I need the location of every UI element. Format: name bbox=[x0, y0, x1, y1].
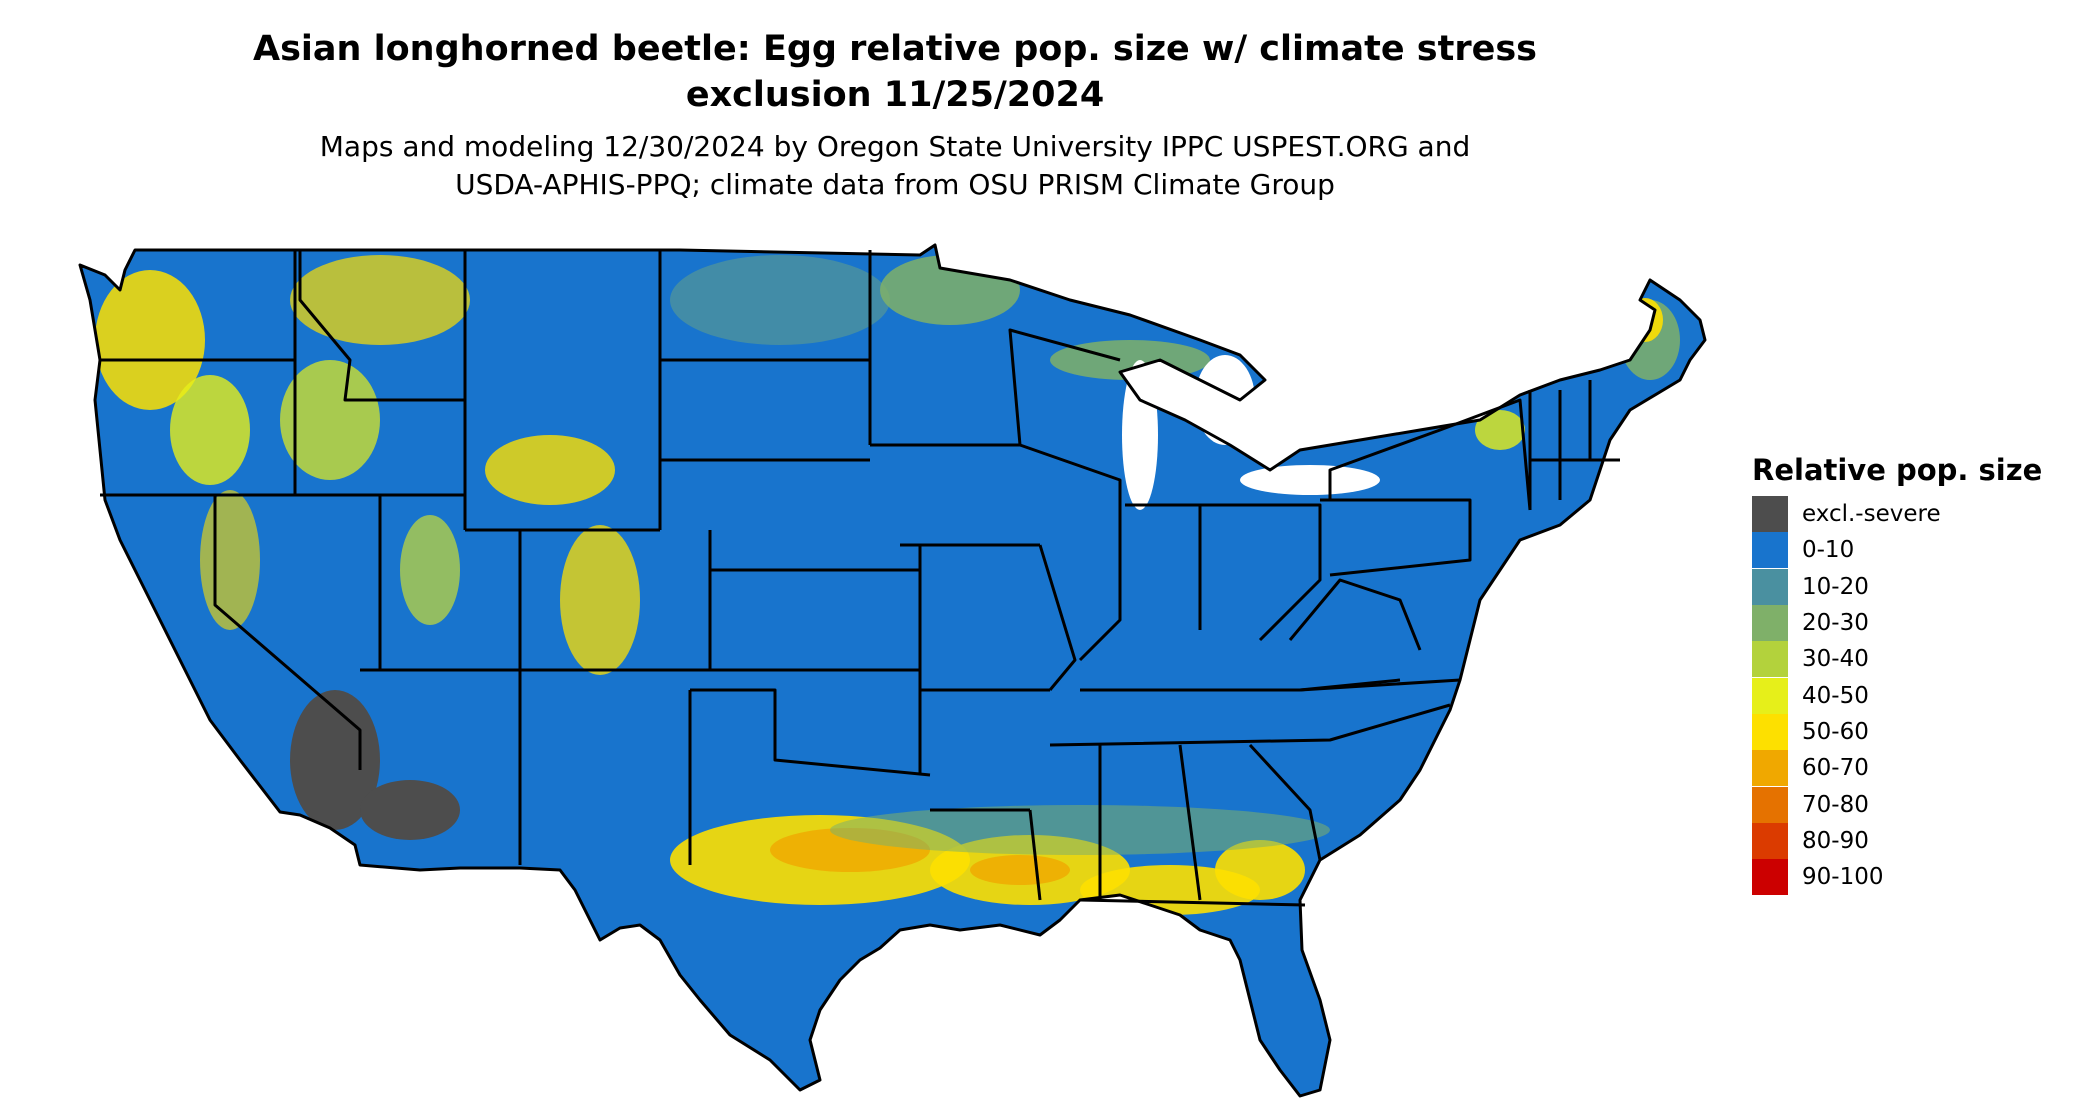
border-mo-east bbox=[1038, 544, 1077, 691]
legend-item: 30-40 bbox=[1752, 641, 2042, 678]
legend-label: 30-40 bbox=[1802, 646, 1869, 673]
legend-item: 0-10 bbox=[1752, 532, 2042, 569]
patch-wyoming bbox=[485, 435, 615, 505]
legend-swatch bbox=[1752, 605, 1788, 642]
map-title-line2: exclusion 11/25/2024 bbox=[685, 75, 1105, 115]
legend-swatch bbox=[1752, 568, 1788, 605]
border-ca-nv bbox=[213, 495, 362, 770]
border-tn-south bbox=[1049, 703, 1451, 747]
legend-label: excl.-severe bbox=[1802, 501, 1941, 528]
map-subtitle: Maps and modeling 12/30/2024 by Oregon S… bbox=[60, 128, 1730, 204]
border-wv-va bbox=[1288, 578, 1422, 651]
border-al-ga bbox=[1178, 744, 1202, 901]
legend-item: 50-60 bbox=[1752, 713, 2042, 750]
legend-label: 0-10 bbox=[1802, 537, 1855, 564]
legend-label: 10-20 bbox=[1802, 573, 1869, 600]
border-pa bbox=[1320, 498, 1472, 577]
legend-swatch bbox=[1752, 641, 1788, 678]
patch-pacific-northwest bbox=[95, 270, 205, 410]
border-oh bbox=[1200, 503, 1322, 642]
patch-minnesota-north bbox=[880, 255, 1020, 325]
patch-northern-rockies bbox=[290, 255, 470, 345]
legend-item: 90-100 bbox=[1752, 859, 2042, 896]
map-title: Asian longhorned beetle: Egg relative po… bbox=[60, 26, 1730, 118]
legend-label: 60-70 bbox=[1802, 755, 1869, 782]
state-borders bbox=[78, 243, 1707, 1098]
legend-label: 50-60 bbox=[1802, 718, 1869, 745]
legend-item: excl.-severe bbox=[1752, 496, 2042, 533]
legend-swatch bbox=[1752, 677, 1788, 714]
patch-sonora-exclusion bbox=[360, 780, 460, 840]
map-subtitle-line2: USDA-APHIS-PPQ; climate data from OSU PR… bbox=[455, 168, 1335, 201]
legend-item: 10-20 bbox=[1752, 568, 2042, 605]
border-il bbox=[1019, 443, 1122, 662]
border-ok-tx bbox=[690, 688, 931, 777]
legend-swatch bbox=[1752, 532, 1788, 569]
legend-swatch bbox=[1752, 786, 1788, 823]
legend: Relative pop. size excl.-severe 0-10 10-20… bbox=[1752, 452, 2043, 896]
map-subtitle-line1: Maps and modeling 12/30/2024 by Oregon S… bbox=[319, 130, 1471, 163]
patch-colorado-rockies bbox=[560, 525, 640, 675]
great-lakes bbox=[1122, 355, 1380, 510]
patch-gulf-green bbox=[830, 805, 1330, 855]
lake-michigan bbox=[1122, 360, 1158, 510]
border-la-ms bbox=[1028, 809, 1042, 901]
patch-gulf-orange bbox=[970, 855, 1070, 885]
patch-sierra bbox=[200, 490, 260, 630]
legend-label: 20-30 bbox=[1802, 610, 1869, 637]
border-fl bbox=[1079, 898, 1306, 907]
border-va-nc bbox=[1299, 678, 1461, 692]
patch-cascades bbox=[170, 375, 250, 485]
legend-items: excl.-severe 0-10 10-20 20-30 30-40 40-50 50-6… bbox=[1752, 496, 2042, 896]
border-ny bbox=[1328, 398, 1532, 511]
legend-swatch bbox=[1752, 713, 1788, 750]
border-new-england bbox=[1528, 380, 1620, 510]
legend-item: 20-30 bbox=[1752, 605, 2042, 642]
legend-label: 70-80 bbox=[1802, 791, 1869, 818]
legend-item: 60-70 bbox=[1752, 750, 2042, 787]
legend-label: 80-90 bbox=[1802, 827, 1869, 854]
patch-utah bbox=[400, 515, 460, 625]
patch-mojave-exclusion bbox=[290, 690, 380, 830]
legend-item: 80-90 bbox=[1752, 822, 2042, 859]
legend-item: 70-80 bbox=[1752, 786, 2042, 823]
border-ga-sc bbox=[1248, 743, 1322, 861]
border-id-mt bbox=[298, 250, 465, 402]
legend-swatch bbox=[1752, 859, 1788, 896]
patch-georgia-coast bbox=[1215, 840, 1305, 900]
lake-erie bbox=[1240, 465, 1380, 495]
legend-label: 40-50 bbox=[1802, 682, 1869, 709]
patch-north-dakota bbox=[670, 255, 890, 345]
lake-huron bbox=[1195, 355, 1255, 445]
border-wi bbox=[1008, 328, 1121, 446]
legend-title: Relative pop. size bbox=[1752, 453, 2043, 487]
legend-swatch bbox=[1752, 822, 1788, 859]
legend-swatch bbox=[1752, 496, 1788, 533]
legend-item: 40-50 bbox=[1752, 677, 2042, 714]
patch-adirondacks bbox=[1475, 410, 1525, 450]
legend-label: 90-100 bbox=[1802, 864, 1884, 891]
map-title-line1: Asian longhorned beetle: Egg relative po… bbox=[253, 29, 1537, 69]
patch-idaho bbox=[280, 360, 380, 480]
legend-swatch bbox=[1752, 750, 1788, 787]
